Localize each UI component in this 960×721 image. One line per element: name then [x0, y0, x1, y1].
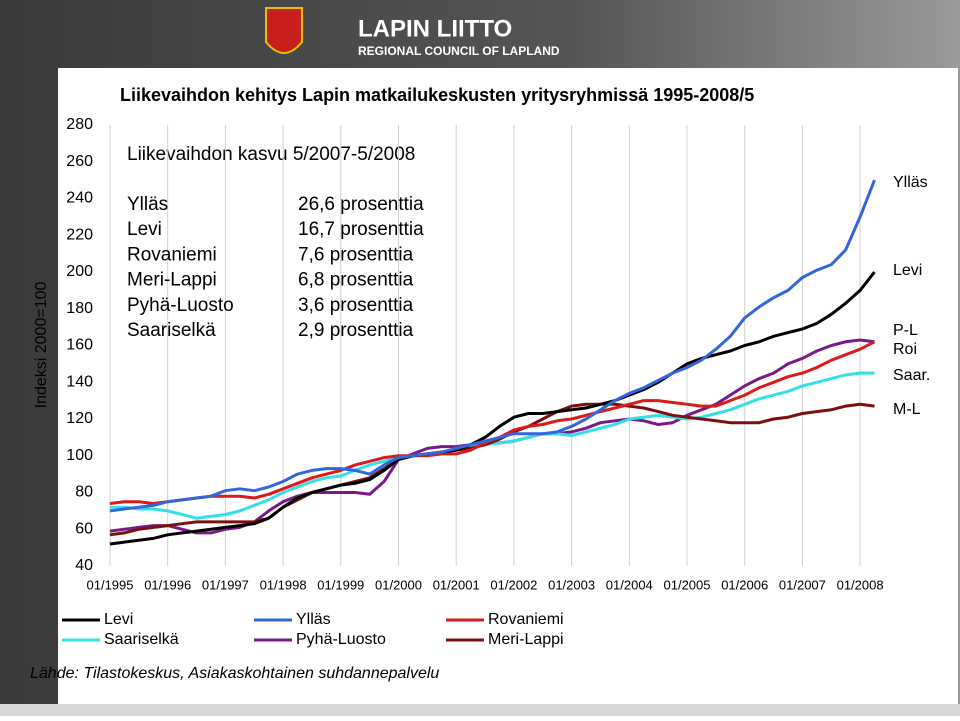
- legend-label: Ylläs: [296, 611, 331, 628]
- y-tick-label: 80: [75, 484, 93, 501]
- y-tick-label: 180: [66, 300, 93, 317]
- y-tick-label: 220: [66, 226, 93, 243]
- end-label: Levi: [893, 262, 922, 279]
- header-title: LAPIN LIITTO: [358, 15, 512, 42]
- y-tick-label: 60: [75, 520, 93, 537]
- x-tick-label: 01/2001: [433, 577, 480, 592]
- legend-label: Meri-Lappi: [488, 631, 564, 648]
- y-tick-label: 200: [66, 263, 93, 280]
- series-line: [110, 371, 875, 520]
- legend-label: Levi: [104, 611, 133, 628]
- y-tick-label: 160: [66, 337, 93, 354]
- y-tick-label: 120: [66, 410, 93, 427]
- growth-name: Rovaniemi: [127, 244, 217, 265]
- legend-label: Pyhä-Luosto: [296, 631, 386, 648]
- growth-name: Levi: [127, 219, 162, 240]
- growth-value: 6,8 prosenttia: [298, 270, 414, 291]
- legend-label: Rovaniemi: [488, 611, 564, 628]
- x-tick-label: 01/2006: [721, 577, 768, 592]
- series-line: [109, 271, 876, 546]
- growth-value: 16,7 prosenttia: [298, 219, 424, 240]
- end-label: Saar.: [893, 367, 930, 384]
- plot: 01/1995 01/1996 01/1997 01/1998 01/1999 01/20…: [62, 116, 930, 648]
- y-tick-label: 140: [66, 373, 93, 390]
- end-label: P-L: [893, 322, 918, 339]
- legend-label: Saariselkä: [104, 631, 179, 648]
- series-line: [109, 402, 875, 537]
- x-tick-label: 01/2008: [837, 577, 884, 592]
- x-tick-label: 01/2004: [606, 577, 653, 592]
- y-tick-label: 100: [66, 447, 93, 464]
- source: Lähde: Tilastokeskus, Asiakaskohtainen s…: [30, 665, 439, 682]
- growth-value: 7,6 prosenttia: [298, 244, 414, 265]
- x-tick-label: 01/2007: [779, 577, 826, 592]
- series-line: [109, 179, 876, 513]
- y-tick-label: 280: [66, 116, 93, 133]
- x-tick-label: 01/1998: [260, 577, 307, 592]
- header-subtitle: REGIONAL COUNCIL OF LAPLAND: [358, 44, 560, 58]
- growth-value: 3,6 prosenttia: [298, 295, 414, 316]
- end-label: M-L: [893, 401, 921, 418]
- y-tick-label: 260: [66, 153, 93, 170]
- x-tick-label: 01/1995: [87, 577, 134, 592]
- growth-name: Saariselkä: [127, 320, 216, 341]
- y-tick-label: 40: [75, 557, 93, 574]
- x-tick-label: 01/1997: [202, 577, 249, 592]
- x-tick-label: 01/1999: [317, 577, 364, 592]
- end-label: Ylläs: [893, 174, 928, 191]
- x-tick-label: 01/2005: [664, 577, 711, 592]
- growth-name: Meri-Lappi: [127, 270, 217, 291]
- logo-shield: [265, 7, 303, 54]
- x-tick-label: 01/2000: [375, 577, 422, 592]
- end-label: Roi: [893, 341, 917, 358]
- growth-value: 2,9 prosenttia: [298, 320, 414, 341]
- chart-title: Liikevaihdon kehitys Lapin matkailukesku…: [120, 85, 754, 105]
- footer-band: [0, 704, 960, 716]
- y-axis-label: Indeksi 2000=100: [33, 282, 50, 409]
- x-tick-label: 01/2003: [548, 577, 595, 592]
- x-tick-label: 01/2002: [490, 577, 537, 592]
- x-tick-label: 01/1996: [144, 577, 191, 592]
- growth-value: 26,6 prosenttia: [298, 194, 424, 215]
- y-tick-label: 240: [66, 190, 93, 207]
- chart-subtitle: Liikevaihdon kasvu 5/2007-5/2008: [127, 144, 415, 165]
- growth-name: Pyhä-Luosto: [127, 295, 234, 316]
- growth-name: Ylläs: [127, 194, 168, 215]
